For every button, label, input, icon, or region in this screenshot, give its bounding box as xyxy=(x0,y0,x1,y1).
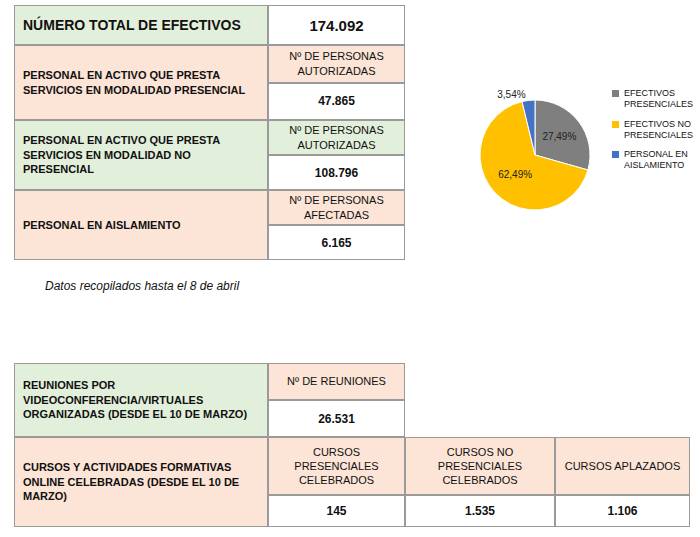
html-text:CURSOS APLAZADOS: CURSOS APLAZADOS xyxy=(564,459,681,472)
html-text:PERSONAL EN AISLAMIENTO: PERSONAL EN AISLAMIENTO xyxy=(624,149,688,171)
html-text:6.165: 6.165 xyxy=(321,235,352,250)
html-text:Datos recopilados hasta el 8 d: Datos recopilados hasta el 8 de abril xyxy=(45,279,240,293)
html-text:CURSOS Y ACTIVIDADES FORMATIVA: CURSOS Y ACTIVIDADES FORMATIVAS ONLINE C… xyxy=(23,460,240,503)
html-text:REUNIONES POR VIDEOCONFERENCIA: REUNIONES POR VIDEOCONFERENCIA/VIRTUALES… xyxy=(23,378,248,421)
html-text:CURSOS PRESENCIALES CELEBRADOS: CURSOS PRESENCIALES CELEBRADOS xyxy=(294,445,379,487)
html-text:174.092: 174.092 xyxy=(309,16,364,34)
html-text:26.531: 26.531 xyxy=(318,411,355,426)
html-text:Nº DE REUNIONES: Nº DE REUNIONES xyxy=(287,375,386,388)
html-text:PERSONAL EN ACTIVO QUE PRESTA: PERSONAL EN ACTIVO QUE PRESTA SERVICIOS … xyxy=(23,68,246,96)
html-text:1.535: 1.535 xyxy=(465,504,495,518)
svg-text:62,49%: 62,49% xyxy=(498,169,532,180)
html-text:EFECTIVOS PRESENCIALES: EFECTIVOS PRESENCIALES xyxy=(624,88,693,110)
html-text:NÚMERO TOTAL DE EFECTIVOS: NÚMERO TOTAL DE EFECTIVOS xyxy=(23,16,241,33)
html-text:Nº DE PERSONAS AFECTADAS: Nº DE PERSONAS AFECTADAS xyxy=(289,194,384,221)
html-text:EFECTIVOS NO PRESENCIALES: EFECTIVOS NO PRESENCIALES xyxy=(624,118,693,140)
html-text:Nº DE PERSONAS AUTORIZADAS: Nº DE PERSONAS AUTORIZADAS xyxy=(289,50,384,77)
html-text:PERSONAL EN ACTIVO QUE PRESTA: PERSONAL EN ACTIVO QUE PRESTA SERVICIOS … xyxy=(23,133,221,176)
html-text:CURSOS NO PRESENCIALES CELEBRA: CURSOS NO PRESENCIALES CELEBRADOS xyxy=(437,445,523,487)
svg-text:3,54%: 3,54% xyxy=(497,89,525,100)
html-text:1.106: 1.106 xyxy=(607,504,638,518)
html-text:47.865: 47.865 xyxy=(318,94,355,109)
html-text:PERSONAL EN AISLAMIENTO: PERSONAL EN AISLAMIENTO xyxy=(23,218,181,231)
html-text:108.796: 108.796 xyxy=(314,165,359,180)
html-text:Nº DE PERSONAS AUTORIZADAS: Nº DE PERSONAS AUTORIZADAS xyxy=(289,124,384,151)
svg-text:27,49%: 27,49% xyxy=(542,131,576,142)
html-text:145: 145 xyxy=(326,504,347,518)
